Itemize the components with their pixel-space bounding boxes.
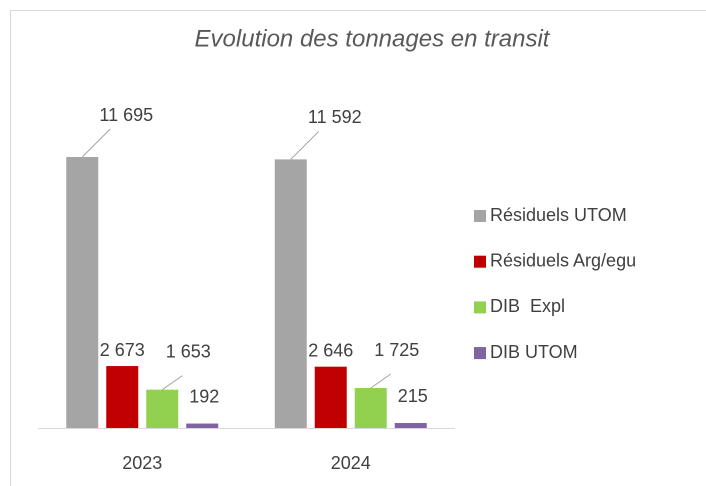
legend-label: DIB UTOM: [490, 342, 578, 362]
data-label: 192: [189, 386, 219, 406]
leader-line: [161, 375, 183, 391]
bar: [274, 159, 307, 428]
legend-swatch: [474, 347, 486, 360]
bar: [394, 423, 427, 428]
x-tick-label: 2023: [122, 453, 162, 473]
data-label: 2 646: [308, 340, 353, 360]
legend-swatch: [474, 255, 486, 268]
data-label: 11 695: [99, 105, 153, 125]
x-tick-label: 2024: [331, 453, 371, 473]
legend-label: DIB Expl: [490, 296, 565, 316]
legend-label: Résiduels UTOM: [490, 205, 627, 225]
bar: [106, 366, 139, 428]
legend-swatch: [474, 210, 486, 222]
legend-swatch: [474, 301, 486, 314]
data-label: 11 592: [308, 107, 362, 127]
data-label: 1 653: [166, 341, 211, 361]
leader-line: [370, 373, 392, 389]
data-label: 1 725: [374, 340, 419, 360]
data-label: 2 673: [100, 340, 145, 360]
bar: [186, 423, 219, 428]
leader-line: [81, 128, 111, 158]
legend-label: Résiduels Arg/egu: [490, 250, 636, 270]
data-label: 215: [398, 386, 428, 406]
leader-line: [290, 131, 320, 160]
bar: [66, 157, 99, 428]
bar: [146, 389, 179, 428]
bar: [314, 366, 347, 428]
chart-title: Evolution des tonnages en transit: [195, 25, 551, 52]
bar: [354, 388, 387, 428]
